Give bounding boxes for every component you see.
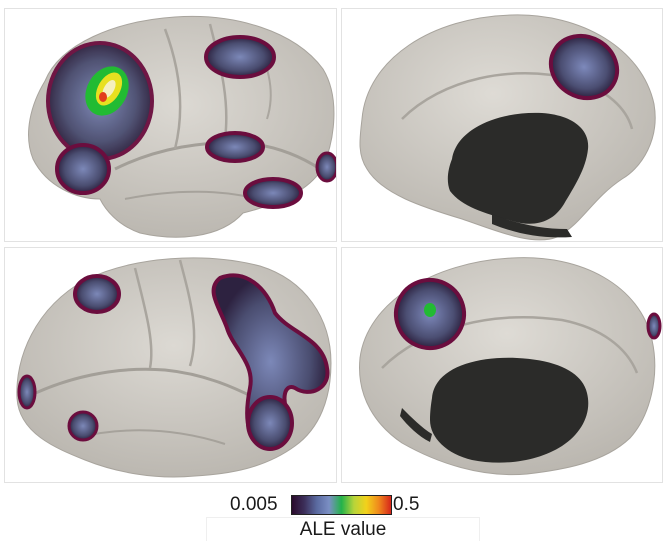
- activation-cluster: [55, 143, 111, 195]
- right-lateral-brain: [16, 257, 332, 478]
- right-medial-brain: [359, 257, 662, 476]
- medial-wall: [447, 112, 589, 224]
- activation-cluster: [243, 177, 303, 209]
- activation-peak-red: [99, 92, 107, 102]
- activation-cluster: [67, 410, 99, 442]
- colorbar: [291, 495, 392, 515]
- activation-cluster: [315, 151, 336, 183]
- sulcus: [208, 23, 228, 140]
- medial-wall: [400, 408, 432, 442]
- left-medial-panel: [341, 8, 663, 242]
- activation-peak: [424, 303, 436, 317]
- activation-cluster: [17, 374, 37, 410]
- colorbar-legend: 0.005 0.5 ALE value: [206, 487, 480, 545]
- activation-cluster: [246, 395, 294, 451]
- sulcus: [163, 28, 182, 150]
- left-medial-brain: [359, 14, 656, 241]
- activation-cluster: [73, 274, 121, 314]
- activation-cluster: [646, 312, 662, 340]
- activation-cluster: [548, 33, 620, 101]
- activation-cluster: [205, 131, 265, 163]
- colorbar-title: ALE value: [206, 517, 480, 541]
- medial-wall: [492, 214, 572, 238]
- sulcus: [24, 367, 256, 400]
- right-lateral-panel: [4, 247, 337, 483]
- sulcus: [133, 267, 153, 369]
- medial-wall: [430, 357, 589, 463]
- colorbar-max-label: 0.5: [393, 494, 420, 515]
- sulcus: [178, 259, 196, 367]
- activation-cluster: [204, 35, 276, 79]
- left-lateral-brain: [28, 15, 336, 238]
- colorbar-min-label: 0.005: [230, 494, 278, 515]
- left-lateral-panel: [4, 8, 337, 242]
- right-medial-panel: [341, 247, 663, 483]
